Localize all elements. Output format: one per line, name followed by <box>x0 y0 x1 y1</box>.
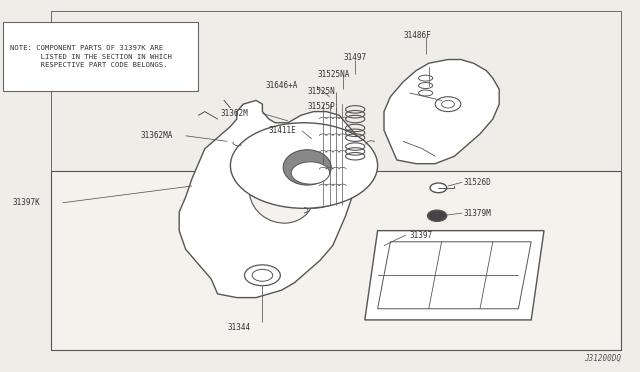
Text: 31397K: 31397K <box>13 198 40 207</box>
Ellipse shape <box>283 150 332 185</box>
Text: 31362M: 31362M <box>221 109 248 118</box>
Circle shape <box>430 183 447 193</box>
Polygon shape <box>384 60 499 164</box>
Text: J31200DQ: J31200DQ <box>584 354 621 363</box>
Text: 31526D: 31526D <box>464 178 492 187</box>
Text: 31646+A: 31646+A <box>266 81 298 90</box>
Text: 31525N: 31525N <box>307 87 335 96</box>
Text: 31525P: 31525P <box>307 102 335 110</box>
Polygon shape <box>365 231 544 320</box>
Polygon shape <box>179 100 365 298</box>
Text: 31362MA: 31362MA <box>141 131 173 140</box>
Circle shape <box>244 265 280 286</box>
Text: 31525NA: 31525NA <box>317 70 350 79</box>
Text: 31486F: 31486F <box>403 31 431 40</box>
Circle shape <box>442 100 454 108</box>
Text: 31397: 31397 <box>410 231 433 240</box>
Text: 31411E: 31411E <box>269 126 296 135</box>
Circle shape <box>230 123 378 208</box>
Text: 31379M: 31379M <box>464 209 492 218</box>
Ellipse shape <box>250 164 314 223</box>
Circle shape <box>291 162 330 184</box>
Circle shape <box>252 269 273 281</box>
Polygon shape <box>51 11 621 350</box>
Text: NOTE: COMPONENT PARTS OF 31397K ARE
       LISTED IN THE SECTION IN WHICH
      : NOTE: COMPONENT PARTS OF 31397K ARE LIST… <box>10 45 172 68</box>
Circle shape <box>435 97 461 112</box>
FancyBboxPatch shape <box>3 22 198 91</box>
Circle shape <box>428 210 447 221</box>
Text: 31497: 31497 <box>344 53 367 62</box>
Polygon shape <box>51 171 621 350</box>
Text: 31344: 31344 <box>227 323 250 332</box>
Ellipse shape <box>262 134 353 208</box>
